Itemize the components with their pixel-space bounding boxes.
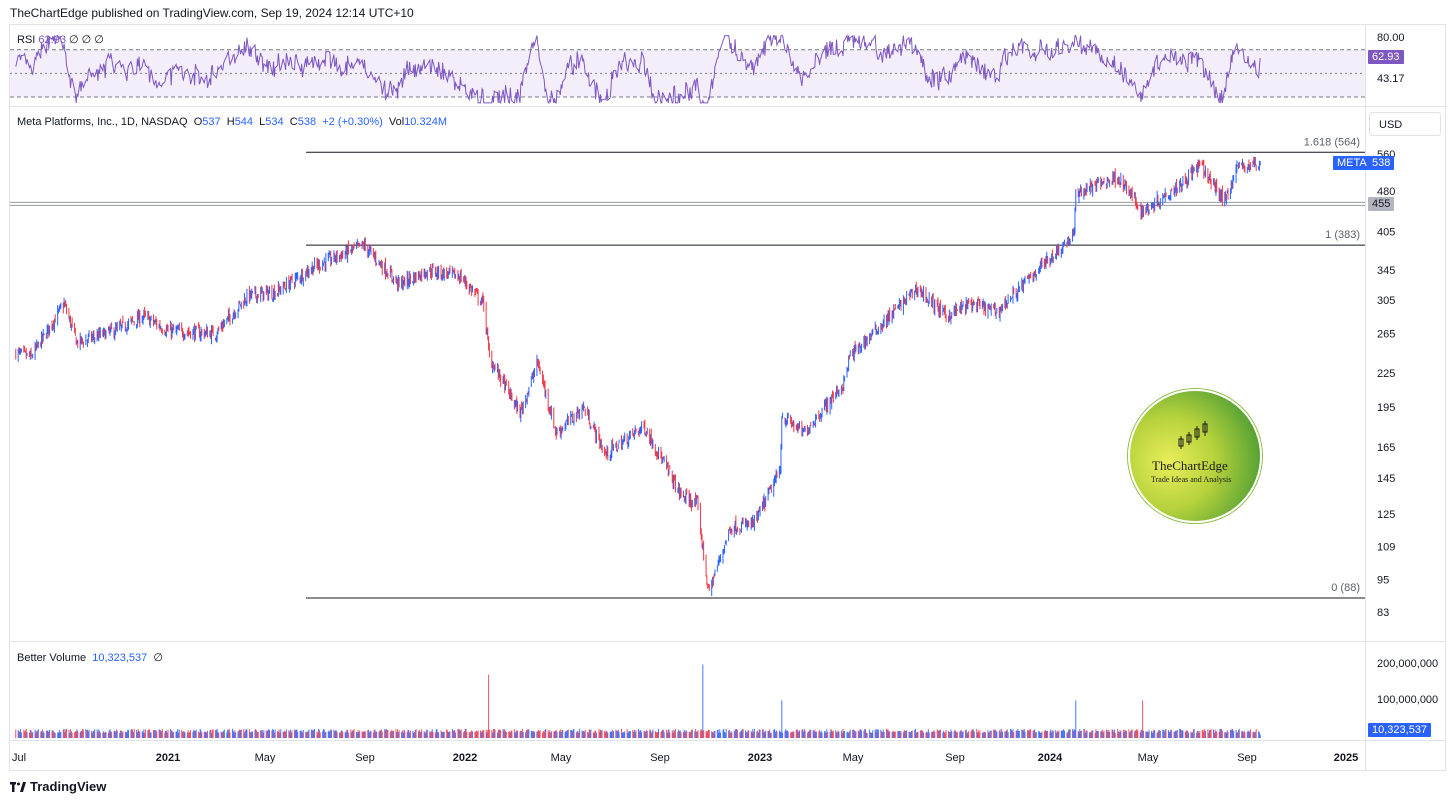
price-axis-tick: 265 [1377, 328, 1395, 340]
time-axis-tick: Jul [12, 752, 26, 764]
tradingview-icon [10, 782, 26, 792]
price-axis-tick: 165 [1377, 442, 1395, 454]
volume-series [15, 664, 1261, 738]
close-label: C [289, 116, 298, 128]
currency-button[interactable]: USD [1369, 112, 1441, 136]
close-value: 538 [297, 116, 317, 128]
time-axis-border [10, 740, 1445, 741]
tradingview-label: TradingView [30, 779, 107, 794]
price-axis-tick: 125 [1377, 509, 1395, 521]
publisher-line: TheChartEdge published on TradingView.co… [10, 6, 414, 20]
fib-level-label: 0 (88) [1331, 582, 1360, 594]
time-axis-tick: May [843, 752, 864, 764]
rsi-line [15, 33, 1261, 104]
fib-level-label: 1.618 (564) [1304, 136, 1360, 148]
price-axis-tick: 145 [1377, 473, 1395, 485]
time-axis-tick: May [551, 752, 572, 764]
price-axis-tick: 195 [1377, 402, 1395, 414]
candlestick-icon [1178, 421, 1208, 449]
chart-frame [9, 24, 1446, 771]
time-axis-tick: 2023 [748, 752, 772, 764]
fib-level-label: 1 (383) [1325, 229, 1360, 241]
price-axis-border [1365, 25, 1366, 770]
time-axis-tick: May [1138, 752, 1159, 764]
price-axis-tick: 405 [1377, 227, 1395, 239]
time-axis-tick: 2022 [453, 752, 477, 764]
low-value: 534 [265, 116, 284, 128]
volume-label: Better Volume [17, 652, 87, 664]
volume-axis-tick: 100,000,000 [1377, 694, 1438, 706]
pane-separator-volume[interactable] [10, 641, 1445, 642]
vol-value: 10.324M [404, 116, 447, 128]
time-axis-tick: Sep [650, 752, 670, 764]
logo-title: TheChartEdge [1152, 458, 1228, 473]
vol-label: Vol [388, 116, 405, 128]
price-axis-tick: 83 [1377, 607, 1389, 619]
price-axis-tick: 109 [1377, 542, 1395, 554]
pane-separator-rsi[interactable] [10, 106, 1445, 107]
time-axis-tick: Sep [355, 752, 375, 764]
open-label: O [193, 116, 203, 128]
high-label: H [226, 116, 235, 128]
volume-symbol: ∅ [153, 652, 163, 664]
tradingview-brand[interactable]: TradingView [10, 779, 106, 794]
time-axis-tick: 2024 [1038, 752, 1063, 764]
rsi-current-tag: 62.93 [1368, 50, 1404, 64]
volume-axis-tick: 200,000,000 [1377, 658, 1438, 670]
price-axis-tick: 480 [1377, 186, 1395, 198]
time-axis-tick: 2025 [1334, 752, 1358, 764]
symbol-description: Meta Platforms, Inc., 1D, NASDAQ [17, 116, 188, 128]
rsi-axis-tick-bottom: 43.17 [1377, 73, 1405, 85]
volume-value: 10,323,537 [92, 652, 148, 664]
thechartedge-logo [1128, 389, 1262, 523]
low-label: L [259, 116, 266, 128]
change-value: +2 (+0.30%) [322, 116, 383, 128]
price-series [15, 156, 1261, 597]
price-axis-tick: 345 [1377, 265, 1395, 277]
time-axis-tick: Sep [1237, 752, 1257, 764]
ticker-tag: META [1333, 156, 1371, 170]
volume-current-tag: 10,323,537 [1368, 723, 1432, 737]
rsi-symbols: ∅ ∅ ∅ [69, 34, 104, 46]
high-value: 544 [234, 116, 254, 128]
open-value: 537 [202, 116, 221, 128]
logo-subtitle: Trade Ideas and Analysis [1151, 475, 1232, 484]
time-axis-tick: May [255, 752, 276, 764]
price-legend[interactable]: Meta Platforms, Inc., 1D, NASDAQ O537 H5… [17, 116, 447, 128]
price-axis-tick: 225 [1377, 368, 1395, 380]
time-axis-tick: Sep [945, 752, 965, 764]
price-axis-tick: 305 [1377, 295, 1395, 307]
price-axis-tick: 95 [1377, 575, 1389, 587]
rsi-label: RSI [17, 34, 36, 46]
volume-legend[interactable]: Better Volume 10,323,537 ∅ [17, 651, 163, 664]
level-tag-455: 455 [1368, 197, 1395, 211]
rsi-axis-tick-top: 80.00 [1377, 32, 1405, 44]
time-axis-tick: 2021 [156, 752, 180, 764]
last-price-tag: 538 [1368, 156, 1395, 170]
